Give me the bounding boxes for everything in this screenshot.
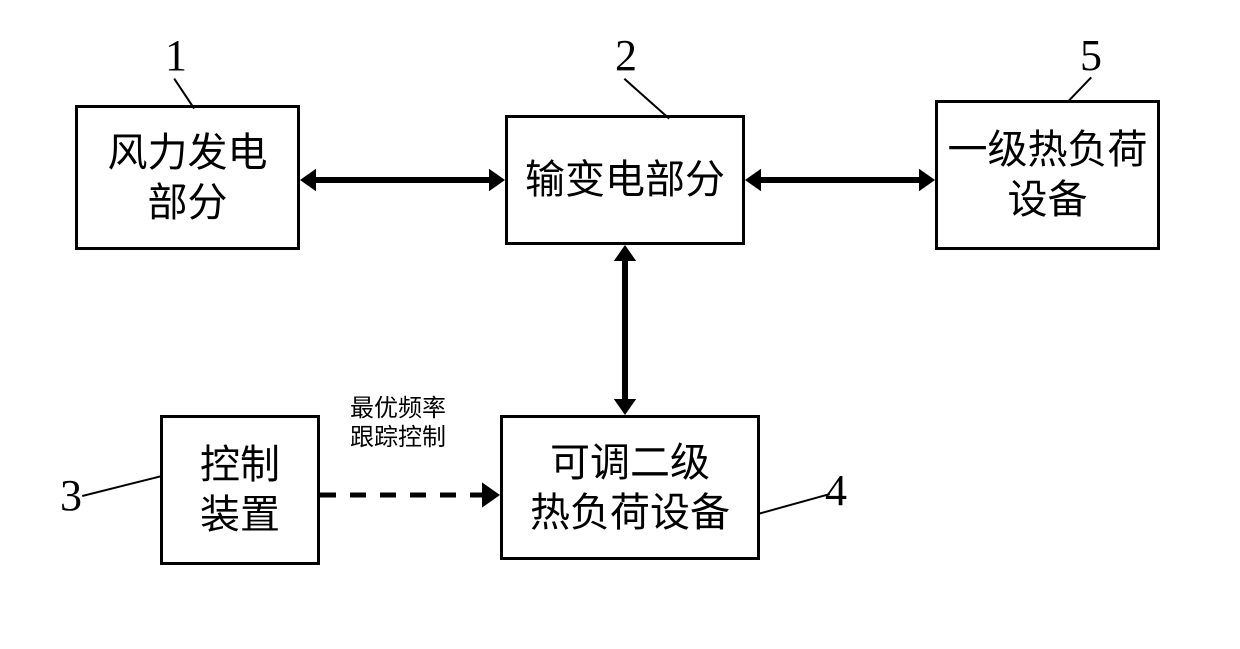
label-3: 3	[60, 470, 82, 521]
arrow-b3-b4	[296, 471, 524, 520]
leader-4	[757, 493, 830, 515]
label-2: 2	[615, 30, 637, 81]
edge-label-34: 最优频率跟踪控制	[350, 395, 446, 453]
arrow-b2-b4	[603, 223, 648, 437]
leader-2	[624, 78, 670, 119]
label-5: 5	[1080, 30, 1102, 81]
label-1: 1	[165, 30, 187, 81]
arrow-b1-b2	[278, 158, 527, 203]
label-4: 4	[825, 465, 847, 516]
leader-3	[82, 475, 162, 497]
box-primary-heat: 一级热负荷设备	[935, 100, 1160, 250]
box-wind-gen: 风力发电部分	[75, 105, 300, 250]
arrow-b2-b5	[723, 158, 957, 203]
